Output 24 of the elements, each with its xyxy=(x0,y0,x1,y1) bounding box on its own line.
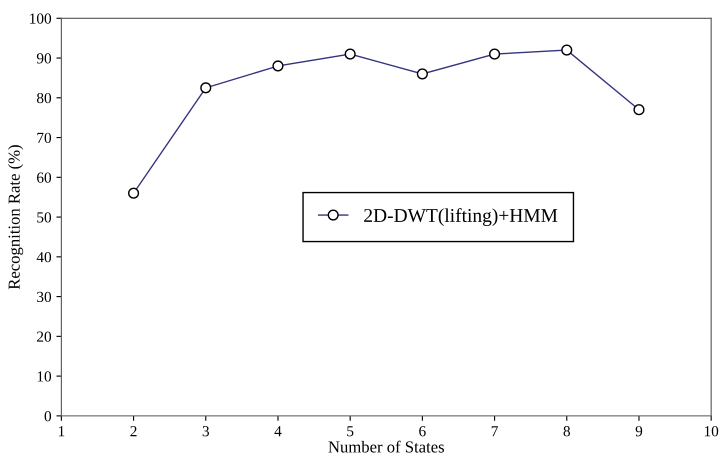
y-tick-label: 40 xyxy=(36,252,52,262)
y-tick-label: 100 xyxy=(30,13,52,24)
y-tick-label: 0 xyxy=(44,411,52,422)
x-tick-label: 5 xyxy=(347,426,354,436)
y-tick-label: 30 xyxy=(37,292,52,302)
legend-label: 2D-DWT(lifting)+HMM xyxy=(364,208,558,226)
x-tick-label: 10 xyxy=(704,426,718,436)
x-tick-label: 6 xyxy=(419,426,426,436)
x-axis-title: Number of States xyxy=(328,440,444,453)
y-tick-label: 80 xyxy=(36,92,52,104)
y-tick-label: 70 xyxy=(37,132,52,144)
x-tick-label: 9 xyxy=(636,426,642,436)
y-tick-label: 20 xyxy=(37,331,52,342)
x-tick-label: 2 xyxy=(130,426,137,436)
x-tick-label: 1 xyxy=(58,426,64,436)
x-tick-label: 7 xyxy=(492,426,498,436)
y-axis-title: Recognition Rate (%) xyxy=(8,145,24,290)
y-tick-label: 90 xyxy=(36,53,52,64)
x-tick-label: 8 xyxy=(564,426,570,436)
y-tick-label: 50 xyxy=(37,212,52,223)
y-tick-label: 10 xyxy=(38,371,52,382)
x-tick-label: 3 xyxy=(202,426,209,436)
y-tick-label: 60 xyxy=(37,172,52,183)
x-tick-label: 4 xyxy=(274,426,282,436)
